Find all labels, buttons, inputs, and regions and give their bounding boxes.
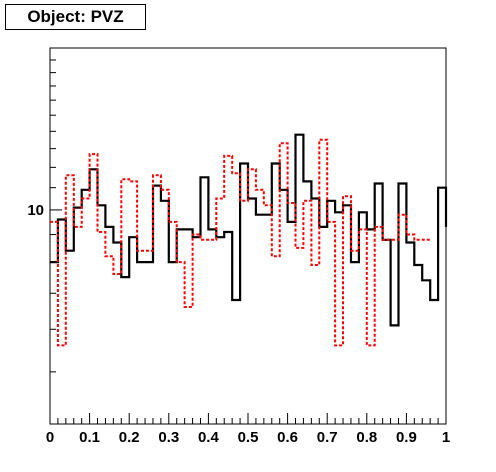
series-0-line — [50, 133, 448, 327]
x-tick-label: 0.4 — [198, 429, 220, 446]
x-tick-label: 0.9 — [396, 429, 417, 446]
y-tick-label: 10 — [27, 202, 44, 219]
series-1-line — [50, 138, 431, 347]
x-tick-label: 0.7 — [317, 429, 338, 446]
x-tick-label: 0.8 — [356, 429, 377, 446]
x-tick-label: 0.2 — [119, 429, 140, 446]
x-tick-label: 0.1 — [79, 429, 100, 446]
series-layer — [50, 133, 448, 347]
x-tick-label: 0.3 — [158, 429, 179, 446]
x-tick-label: 0.5 — [238, 429, 259, 446]
plot-frame — [49, 47, 447, 425]
axes: 0 0.1 0.2 0.3 0.4 0.5 0.6 0.7 0.8 0.9 1 10 — [27, 47, 450, 446]
x-tick-label: 1 — [442, 429, 450, 446]
x-tick-label: 0 — [46, 429, 54, 446]
x-tick-label: 0.6 — [277, 429, 298, 446]
chart-title: Object: PVZ — [5, 4, 146, 30]
